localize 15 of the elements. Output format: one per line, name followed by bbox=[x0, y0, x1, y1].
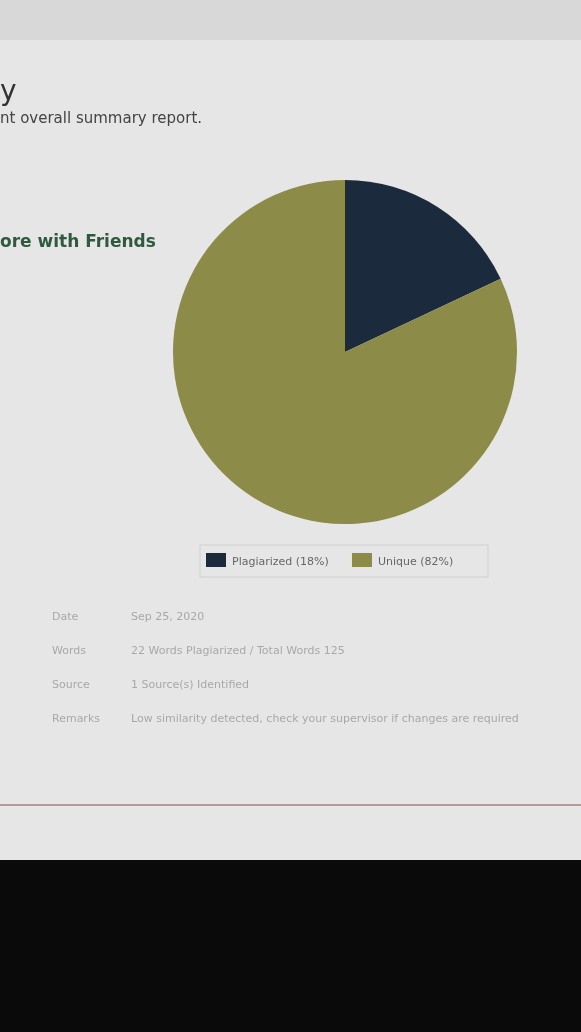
legend-label: Unique (82%) bbox=[378, 555, 454, 568]
text: ore with Friends bbox=[0, 231, 156, 251]
text: Source bbox=[52, 678, 91, 691]
text: Remarks bbox=[52, 712, 101, 725]
text: Words bbox=[52, 644, 87, 657]
pie-slice bbox=[173, 180, 517, 524]
legend-label: Plagiarized (18%) bbox=[232, 555, 329, 568]
text: 1 Source(s) Identified bbox=[131, 678, 250, 691]
chart-title: y bbox=[0, 74, 17, 107]
text: 22 Words Plagiarized / Total Words 125 bbox=[131, 644, 345, 657]
text: Date bbox=[52, 610, 79, 623]
chart-subtitle: nt overall summary report. bbox=[0, 109, 203, 127]
text: Low similarity detected, check your supervisor if changes are required bbox=[131, 712, 519, 725]
text: Sep 25, 2020 bbox=[131, 610, 205, 623]
pie-slice bbox=[345, 180, 501, 352]
